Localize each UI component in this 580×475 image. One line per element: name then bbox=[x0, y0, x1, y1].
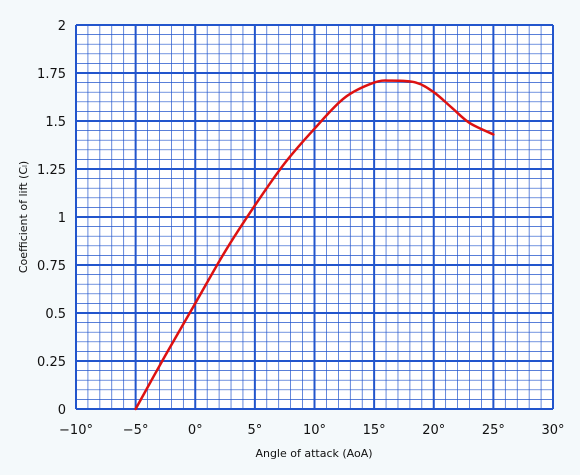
x-tick-label: 0° bbox=[188, 423, 203, 438]
y-tick-label: 2 bbox=[58, 19, 66, 34]
series-layer bbox=[134, 79, 495, 411]
x-tick-label: 15° bbox=[363, 423, 386, 438]
y-tick-label: 1 bbox=[58, 211, 66, 226]
x-tick-labels: −10° −5° 0° 5° 10° 15° 20° 25° 30° bbox=[59, 423, 564, 438]
cl-curve-line bbox=[134, 79, 495, 411]
major-grid bbox=[75, 24, 554, 410]
x-axis-label: Angle of attack (AoA) bbox=[255, 447, 372, 460]
y-tick-label: 0 bbox=[58, 403, 66, 418]
x-tick-label: −10° bbox=[59, 423, 93, 438]
x-tick-label: 10° bbox=[303, 423, 326, 438]
x-tick-label: 20° bbox=[422, 423, 445, 438]
y-axis-label: Coefficient of lift (Cₗ) bbox=[17, 161, 30, 273]
x-tick-label: 30° bbox=[541, 423, 564, 438]
y-tick-label: 0.5 bbox=[45, 307, 66, 322]
x-tick-label: 5° bbox=[247, 423, 262, 438]
y-tick-labels: 0 0.25 0.5 0.75 1 1.25 1.5 1.75 2 bbox=[37, 19, 66, 418]
y-tick-label: 1.5 bbox=[45, 115, 66, 130]
x-tick-label: 25° bbox=[482, 423, 505, 438]
y-tick-label: 0.25 bbox=[37, 355, 66, 370]
y-tick-label: 0.75 bbox=[37, 259, 66, 274]
x-tick-label: −5° bbox=[123, 423, 149, 438]
y-tick-label: 1.25 bbox=[37, 163, 66, 178]
y-tick-label: 1.75 bbox=[37, 67, 66, 82]
